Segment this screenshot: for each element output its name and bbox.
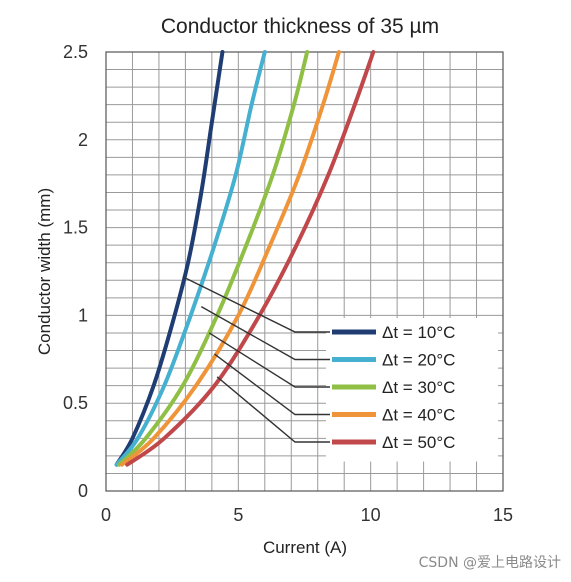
- leader-line: [208, 332, 330, 388]
- legend-label: Δt = 40°C: [382, 406, 455, 425]
- x-tick-label: 5: [233, 505, 243, 525]
- leader-line: [214, 353, 330, 416]
- legend-label: Δt = 10°C: [382, 323, 455, 342]
- legend-label: Δt = 50°C: [382, 433, 455, 452]
- x-tick-label: 15: [493, 505, 513, 525]
- leader-line: [182, 276, 330, 333]
- x-tick-label: 10: [361, 505, 381, 525]
- series-line-5: [125, 50, 376, 467]
- legend-label: Δt = 30°C: [382, 378, 455, 397]
- legend-label: Δt = 20°C: [382, 351, 455, 370]
- y-tick-label: 2: [78, 130, 88, 150]
- legend-box: [326, 318, 498, 462]
- x-tick-label: 0: [101, 505, 111, 525]
- y-tick-label: 0: [78, 481, 88, 501]
- series-line-1: [114, 50, 225, 467]
- series-line-3: [117, 50, 310, 467]
- series-line-4: [119, 50, 341, 467]
- series-line-2: [114, 50, 267, 467]
- x-axis-label: Current (A): [263, 538, 347, 557]
- watermark: CSDN @爱上电路设计: [418, 555, 561, 571]
- y-tick-label: 0.5: [63, 393, 88, 413]
- y-axis-label: Conductor width (mm): [35, 188, 54, 355]
- y-tick-label: 2.5: [63, 42, 88, 62]
- chart-title: Conductor thickness of 35 µm: [161, 15, 439, 38]
- leader-line: [216, 376, 330, 443]
- y-tick-label: 1: [78, 305, 88, 325]
- leader-line: [200, 306, 330, 361]
- y-tick-label: 1.5: [63, 218, 88, 238]
- plot-frame: [105, 51, 504, 492]
